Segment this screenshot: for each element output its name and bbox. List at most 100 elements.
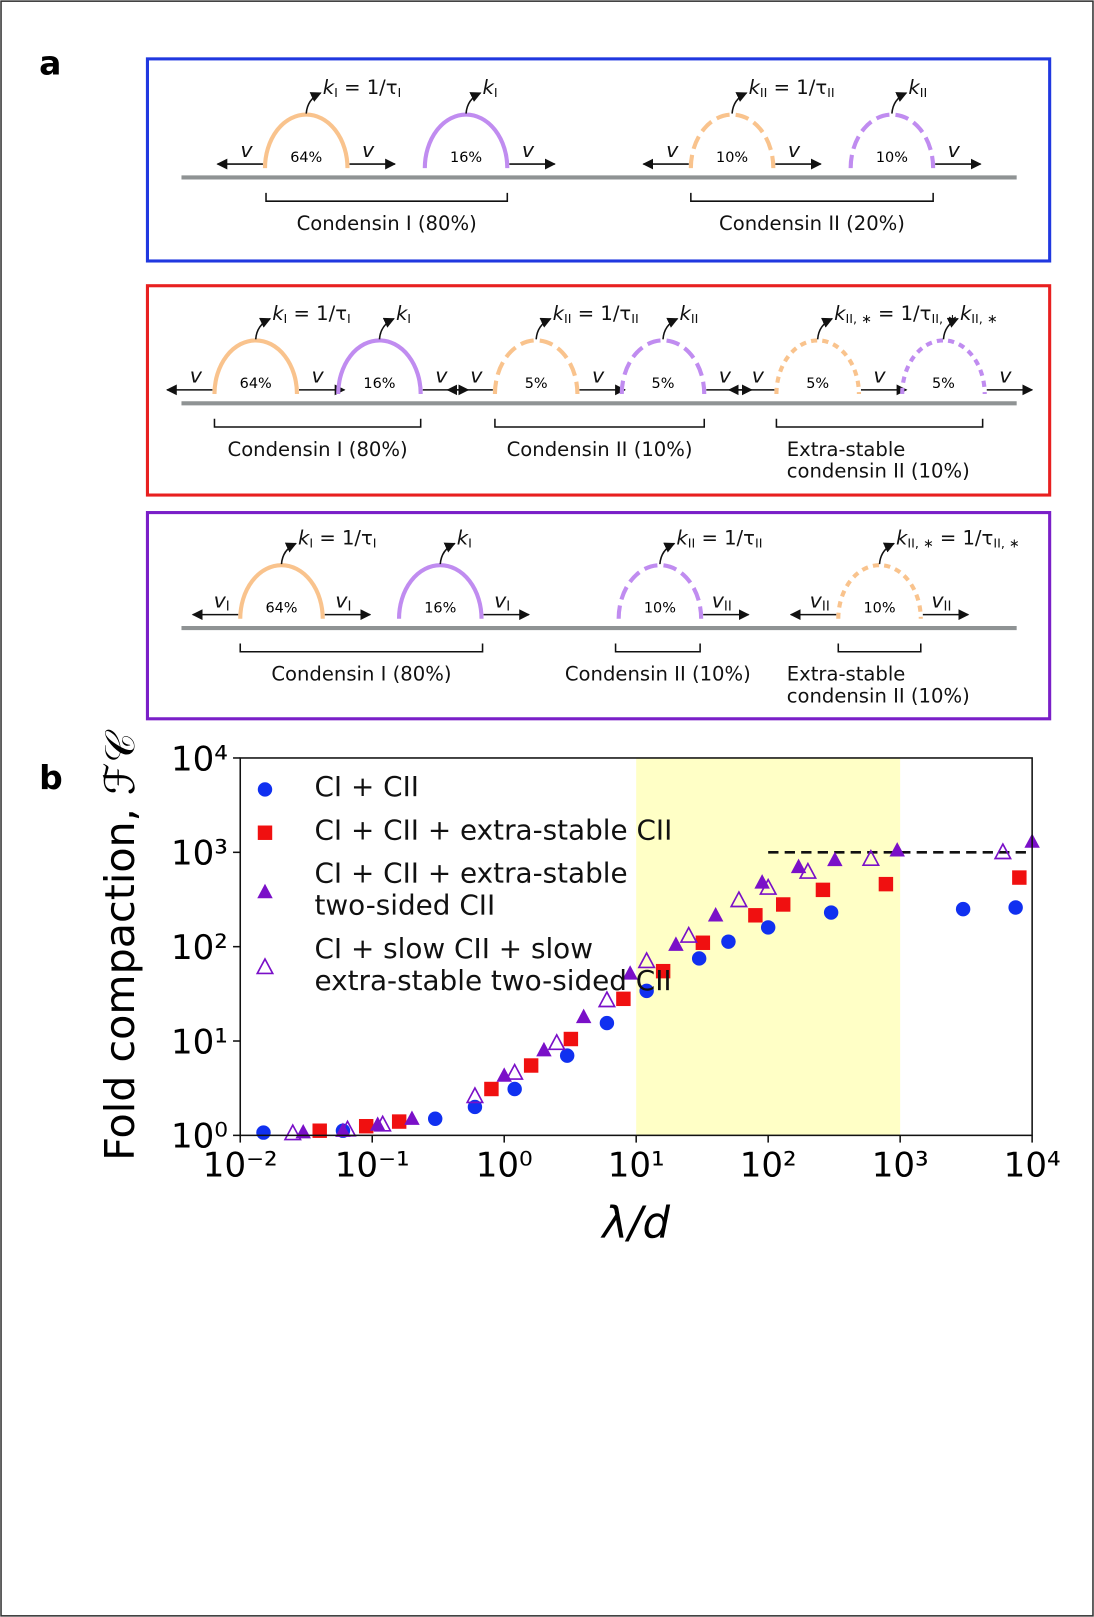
math-label: v — [788, 138, 801, 162]
data-point — [256, 1125, 271, 1140]
data-point — [889, 842, 905, 857]
scheme-box — [145, 57, 1052, 263]
data-point — [616, 991, 631, 1007]
unbinding-arrow — [816, 317, 834, 340]
math-label: v — [522, 138, 535, 162]
group-label: Condensin I (80%) — [227, 439, 408, 462]
math-label: kII — [679, 302, 698, 327]
math-text: v — [873, 364, 886, 388]
math-label: kII, ∗ = 1/τII, ∗ — [834, 302, 958, 327]
data-point — [536, 1041, 552, 1057]
group-label: Condensin II (20%) — [719, 213, 905, 236]
x-tick-label: 10⁻² — [203, 1146, 278, 1186]
unbinding-arrow — [465, 92, 482, 114]
math-label: vII — [931, 588, 951, 614]
subscript: II — [564, 312, 572, 327]
subscript: II — [822, 600, 830, 615]
data-point — [691, 951, 707, 966]
math-text: v — [948, 138, 961, 162]
unbinding-arrow — [942, 317, 959, 340]
y-tick-label: 10² — [171, 928, 228, 968]
legend-label: CI + CII + extra-stable CII — [314, 814, 673, 847]
group-bracket — [213, 418, 422, 428]
math-label: vI — [494, 588, 510, 614]
subscript: II — [755, 537, 763, 552]
panel-label: b — [39, 758, 63, 797]
data-point — [721, 934, 736, 949]
subscript: I — [334, 86, 338, 101]
group-label: Extra-stable condensin II (10%) — [786, 439, 970, 483]
data-point — [815, 882, 831, 898]
data-point — [523, 1058, 539, 1073]
data-point — [369, 1116, 386, 1131]
x-tick-label: 10⁰ — [476, 1146, 533, 1186]
group-bracket — [265, 192, 509, 202]
percent-label: 5% — [806, 376, 829, 392]
condensin-arc — [422, 112, 510, 169]
math-label: kI = 1/τI — [272, 302, 351, 327]
math-text: v — [470, 364, 483, 388]
condensin-arc — [848, 112, 936, 169]
data-point — [391, 1114, 407, 1129]
group-label-box: Condensin I (80%) — [296, 213, 477, 236]
data-point — [668, 936, 684, 951]
subscript: II — [920, 86, 928, 101]
y-axis-label: Fold compaction, ℱ𝒞 — [96, 729, 144, 1161]
subscript: I — [347, 312, 351, 327]
percent-label: 10% — [716, 150, 748, 166]
group-label-box: Condensin I (80%) — [227, 439, 408, 462]
percent-label: 64% — [290, 150, 322, 166]
unbinding-arrow — [878, 542, 895, 565]
subscript: I — [506, 600, 510, 615]
subscript: II, ∗ — [846, 312, 872, 327]
data-point — [404, 1110, 420, 1125]
data-point — [358, 1118, 374, 1134]
group-label-box: Condensin I (80%) — [271, 664, 451, 685]
math-text: v — [592, 364, 605, 388]
plot-frame — [239, 757, 1033, 1137]
math-text: v — [335, 588, 348, 612]
percent-label: 10% — [876, 150, 908, 166]
math-label: kI — [396, 302, 411, 327]
unbinding-arrow — [731, 92, 748, 114]
group-label: Extra-stable condensin II (10%) — [786, 664, 970, 708]
panel-label: a — [39, 43, 61, 82]
data-point — [283, 1123, 302, 1141]
subscript: I — [347, 600, 351, 615]
x-tick-label: 10⁻¹ — [335, 1146, 410, 1186]
math-text: k — [483, 76, 495, 99]
data-point — [775, 897, 791, 912]
data-point — [1012, 870, 1027, 885]
unbinding-arrow — [280, 542, 297, 565]
data-point — [827, 851, 843, 867]
math-text: v — [719, 364, 732, 388]
math-label: v — [948, 138, 961, 162]
data-point — [622, 965, 638, 980]
subscript: II — [944, 600, 952, 615]
data-point — [695, 935, 711, 950]
group-bracket — [775, 418, 984, 428]
math-text: v — [362, 138, 375, 162]
percent-label: 16% — [363, 376, 395, 392]
math-text: k — [298, 527, 310, 550]
math-label: v — [190, 364, 203, 388]
math-text: = 1/τ — [572, 302, 632, 325]
math-label: kII = 1/τII — [553, 302, 639, 327]
unbinding-arrow — [662, 317, 679, 340]
legend-label-box: CI + slow CII + slow extra-stable two-si… — [314, 933, 671, 997]
math-text: v — [311, 364, 324, 388]
unbinding-arrow — [659, 542, 676, 565]
y-tick-label: 10¹ — [171, 1022, 228, 1062]
legend-label-box: CI + CII + extra-stable CII — [314, 814, 673, 847]
math-text: = 1/τ — [695, 527, 755, 550]
unbinding-arrow — [891, 92, 908, 114]
math-label: v — [470, 364, 483, 388]
math-text: v — [494, 588, 507, 612]
data-point — [993, 842, 1012, 860]
data-point — [505, 1062, 524, 1080]
math-label: vII — [712, 588, 732, 614]
data-point — [599, 1015, 615, 1031]
math-label: kII = 1/τII — [749, 76, 835, 101]
data-point — [679, 925, 698, 943]
group-label: Condensin I (80%) — [296, 213, 477, 236]
